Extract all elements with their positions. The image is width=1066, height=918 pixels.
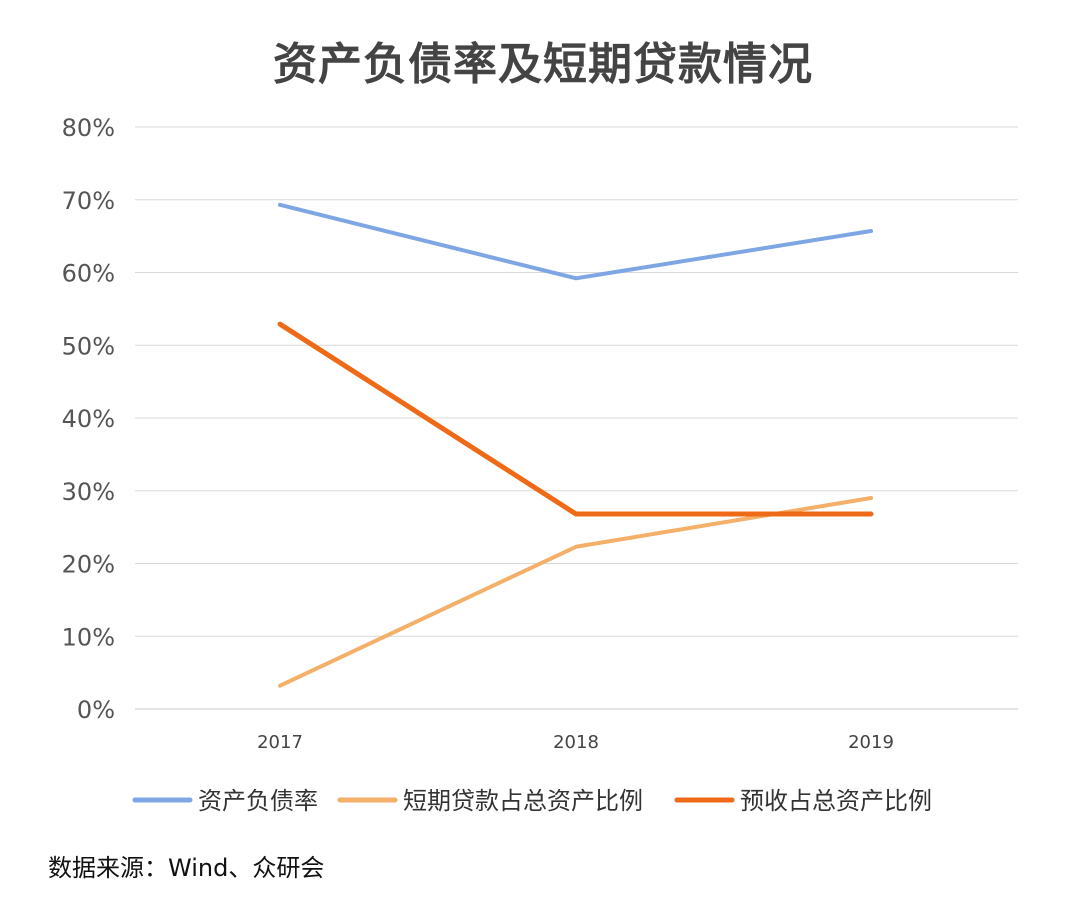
x-tick-label: 2019 [848, 732, 894, 753]
legend-label: 资产负债率 [198, 787, 318, 815]
legend-label: 预收占总资产比例 [740, 787, 932, 815]
y-tick-label: 60% [62, 260, 115, 288]
series-line-1 [278, 202, 873, 281]
y-tick-label: 20% [62, 551, 115, 579]
y-tick-label: 80% [62, 114, 115, 142]
series-line-2 [278, 496, 873, 688]
series-line-3 [277, 321, 874, 517]
y-tick-label: 40% [62, 405, 115, 433]
legend-label: 短期贷款占总资产比例 [403, 787, 643, 815]
y-tick-label: 70% [62, 187, 115, 215]
y-tick-label: 0% [77, 696, 115, 724]
y-tick-label: 10% [62, 623, 115, 651]
x-tick-label: 2018 [553, 732, 599, 753]
data-source: 数据来源：Wind、众研会 [48, 854, 325, 882]
y-tick-label: 50% [62, 332, 115, 360]
x-tick-label: 2017 [257, 732, 303, 753]
y-tick-label: 30% [62, 478, 115, 506]
chart-title: 资产负债率及短期贷款情况 [273, 39, 813, 90]
